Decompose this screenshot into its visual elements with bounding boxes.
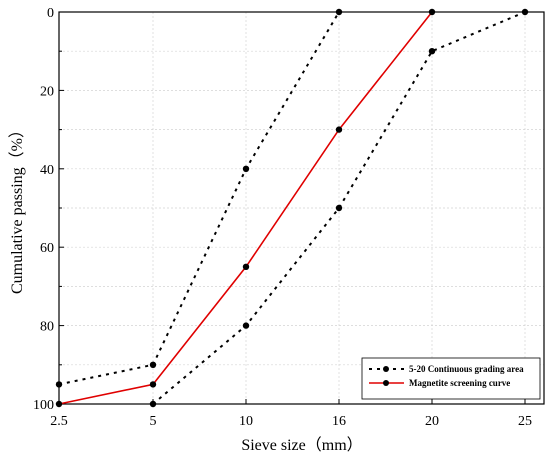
data-point bbox=[335, 126, 343, 133]
x-tick-label: 16 bbox=[332, 414, 346, 429]
data-point bbox=[242, 322, 250, 329]
x-tick-label: 2.5 bbox=[50, 414, 68, 429]
series-line-0 bbox=[58, 11, 340, 386]
y-axis-title: Cumulative passing（%） bbox=[8, 122, 26, 294]
data-point bbox=[149, 400, 157, 408]
data-point bbox=[55, 400, 63, 408]
data-point bbox=[149, 361, 157, 368]
legend-marker-0 bbox=[383, 366, 389, 372]
y-tick-label: 100 bbox=[33, 398, 54, 413]
y-tick-label: 80 bbox=[40, 320, 54, 335]
grid bbox=[59, 12, 544, 404]
x-axis-title: Sieve size（mm） bbox=[241, 436, 362, 454]
data-point bbox=[242, 263, 250, 270]
data-point bbox=[335, 204, 343, 212]
y-tick-label: 60 bbox=[40, 241, 54, 256]
data-point bbox=[521, 8, 529, 16]
legend-label-1: Magnetite screening curve bbox=[409, 378, 510, 388]
series-line-1 bbox=[152, 11, 526, 405]
data-point bbox=[335, 8, 343, 16]
data-point bbox=[428, 48, 436, 55]
data-point bbox=[149, 381, 157, 388]
x-tick-label: 25 bbox=[518, 414, 532, 429]
legend-box bbox=[361, 357, 541, 400]
data-point bbox=[55, 381, 63, 388]
data-point bbox=[428, 8, 436, 16]
y-tick-label: 40 bbox=[40, 163, 54, 178]
x-tick-label: 20 bbox=[425, 414, 439, 429]
y-tick-label: 20 bbox=[40, 84, 54, 99]
legend: 5-20 Continuous grading area Magnetite sc… bbox=[361, 357, 541, 400]
y-tick-label: 0 bbox=[47, 6, 54, 21]
data-point bbox=[242, 165, 250, 172]
x-tick-label: 5 bbox=[150, 414, 157, 429]
x-tick-label: 10 bbox=[239, 414, 253, 429]
series-group bbox=[55, 8, 529, 408]
legend-label-0: 5-20 Continuous grading area bbox=[409, 364, 524, 374]
legend-marker-1 bbox=[383, 380, 389, 386]
